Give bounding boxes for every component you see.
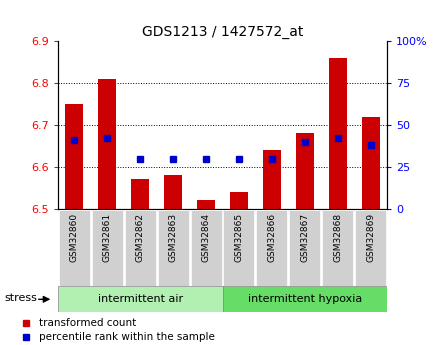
Bar <box>222 286 387 312</box>
Bar <box>230 192 248 209</box>
Bar <box>329 58 347 209</box>
Text: intermittent air: intermittent air <box>97 294 183 304</box>
Bar <box>190 210 222 286</box>
Text: GSM32867: GSM32867 <box>300 213 309 262</box>
Text: transformed count: transformed count <box>39 318 136 328</box>
Text: GSM32860: GSM32860 <box>70 213 79 262</box>
Bar <box>263 150 281 209</box>
Bar <box>125 210 156 286</box>
Bar <box>58 286 222 312</box>
Bar <box>65 104 83 209</box>
Text: GSM32865: GSM32865 <box>235 213 243 262</box>
Bar <box>131 179 149 209</box>
Text: GSM32868: GSM32868 <box>333 213 342 262</box>
Bar <box>362 117 380 209</box>
Text: GSM32861: GSM32861 <box>103 213 112 262</box>
Text: GSM32863: GSM32863 <box>169 213 178 262</box>
Bar <box>197 200 215 209</box>
Bar <box>256 210 287 286</box>
Bar <box>289 210 320 286</box>
Bar <box>322 210 353 286</box>
Text: GSM32866: GSM32866 <box>267 213 276 262</box>
Bar <box>355 210 386 286</box>
Text: percentile rank within the sample: percentile rank within the sample <box>39 332 214 342</box>
Text: GSM32869: GSM32869 <box>366 213 375 262</box>
Bar <box>92 210 123 286</box>
Text: intermittent hypoxia: intermittent hypoxia <box>248 294 362 304</box>
Bar <box>158 210 189 286</box>
Bar <box>296 134 314 209</box>
Bar <box>164 175 182 209</box>
Bar <box>98 79 116 209</box>
Text: stress: stress <box>4 293 37 303</box>
Title: GDS1213 / 1427572_at: GDS1213 / 1427572_at <box>142 25 303 39</box>
Text: GSM32862: GSM32862 <box>136 213 145 262</box>
Bar <box>59 210 90 286</box>
Text: GSM32864: GSM32864 <box>202 213 210 262</box>
Bar <box>223 210 255 286</box>
